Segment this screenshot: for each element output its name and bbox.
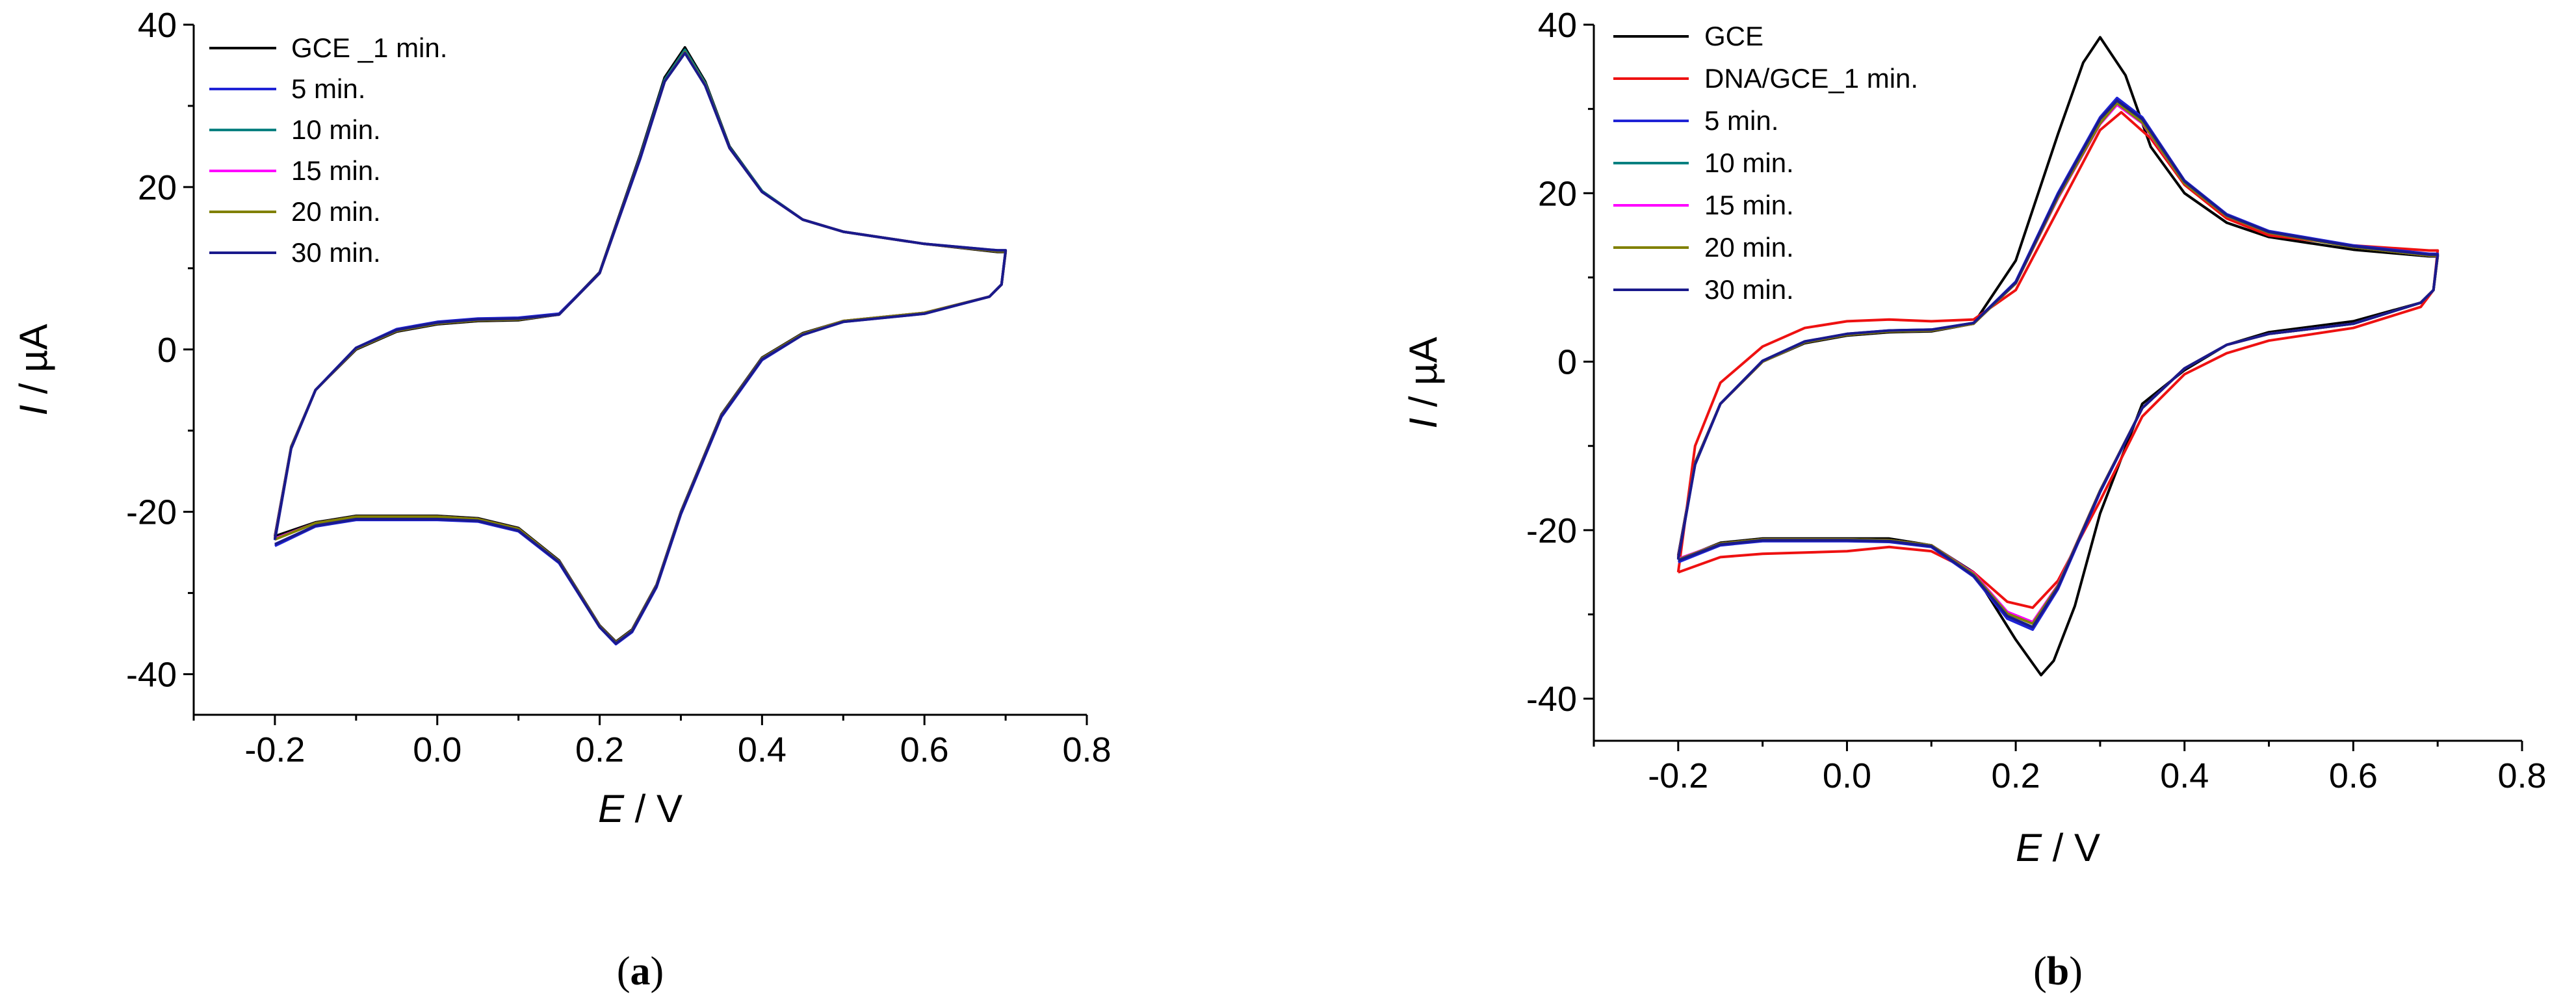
legend-label: 20 min. (291, 196, 381, 227)
legend-label: 15 min. (291, 155, 381, 186)
caption-letter: b (2047, 949, 2069, 994)
caption-letter: a (631, 949, 651, 994)
x-axis-variable: E (2016, 826, 2042, 869)
legend-label: 15 min. (1704, 190, 1794, 220)
x-axis-title: E / V (598, 787, 683, 830)
legend-label: GCE (1704, 21, 1763, 51)
y-tick-label: -20 (126, 493, 177, 532)
panel-caption: (b) (2033, 949, 2083, 994)
y-axis-title: I / µA (1401, 337, 1445, 428)
series-line-3 (1676, 102, 2439, 624)
series-line-1 (273, 51, 1008, 646)
x-tick-label: 0.8 (1062, 730, 1111, 769)
x-tick-label: 0.4 (738, 730, 787, 769)
x-tick-label: 0.8 (2497, 756, 2546, 795)
x-tick-label: 0.6 (2329, 756, 2378, 795)
series-line-1 (1676, 110, 2439, 610)
y-tick-label: 0 (1557, 343, 1577, 382)
y-tick-label: -20 (1526, 511, 1577, 550)
panel-b-chart: -0.2 0.0 0.2 0.4 0.6 0.8 -40 -20 0 20 40 E / V I / µ… (1401, 6, 2547, 994)
legend-label: 5 min. (291, 73, 365, 104)
y-axis-unit: / µA (12, 324, 55, 405)
series-line-4 (1676, 103, 2439, 624)
y-tick-label: -40 (1526, 680, 1577, 719)
x-tick-label: 0.2 (1992, 756, 2040, 795)
panel-caption: (a) (617, 949, 664, 994)
y-tick-label: 40 (1538, 6, 1577, 45)
y-axis-variable: I (1401, 418, 1445, 429)
series-line-5 (273, 51, 1008, 645)
x-axis-variable: E (598, 787, 625, 830)
x-tick-label: 0.6 (900, 730, 949, 769)
y-tick-label: -40 (126, 656, 177, 695)
caption-close-paren: ) (651, 949, 664, 994)
x-tick-label: -0.2 (1648, 756, 1708, 795)
x-tick-label: -0.2 (244, 730, 305, 769)
y-axis-title: I / µA (12, 324, 55, 415)
legend-label: 10 min. (291, 114, 381, 145)
series-line-0 (273, 46, 1008, 643)
legend-label: 20 min. (1704, 232, 1794, 263)
x-axis-title: E / V (2016, 826, 2100, 869)
series-line-3 (273, 51, 1008, 644)
caption-open-paren: ( (617, 949, 631, 994)
legend-label: GCE _1 min. (291, 32, 447, 63)
x-tick-label: 0.4 (2160, 756, 2209, 795)
legend-label: 10 min. (1704, 148, 1794, 178)
x-axis-unit: / V (2042, 826, 2100, 869)
legend-label: 30 min. (1704, 274, 1794, 305)
y-axis-variable: I (12, 405, 55, 416)
y-tick-label: 20 (1538, 174, 1577, 213)
legend-label: DNA/GCE_1 min. (1704, 63, 1918, 94)
series-line-6 (1676, 99, 2439, 628)
series-line-4 (273, 51, 1008, 644)
series-curves (1676, 36, 2439, 676)
y-tick-label: 20 (138, 168, 177, 207)
series-line-2 (273, 48, 1008, 644)
legend-label: 5 min. (1704, 105, 1778, 136)
panel-a-chart: -0.2 0.0 0.2 0.4 0.6 0.8 -40 -20 0 20 40 E / V I / µ… (12, 6, 1112, 994)
legend: GCE DNA/GCE_1 min. 5 min. 10 min. 15 min. 20 … (1613, 21, 1918, 305)
x-tick-label: 0.0 (413, 730, 462, 769)
legend: GCE _1 min. 5 min. 10 min. 15 min. 20 min. 30… (209, 32, 447, 268)
x-tick-label: 0.2 (575, 730, 624, 769)
series-line-5 (1676, 101, 2439, 625)
y-axis-unit: / µA (1401, 337, 1445, 418)
caption-close-paren: ) (2069, 949, 2083, 994)
legend-label: 30 min. (291, 237, 381, 268)
x-tick-label: 0.0 (1823, 756, 1871, 795)
x-axis-unit: / V (624, 787, 683, 830)
y-tick-label: 0 (157, 331, 177, 370)
series-curves (273, 46, 1008, 646)
y-tick-label: 40 (138, 6, 177, 45)
caption-open-paren: ( (2033, 949, 2047, 994)
